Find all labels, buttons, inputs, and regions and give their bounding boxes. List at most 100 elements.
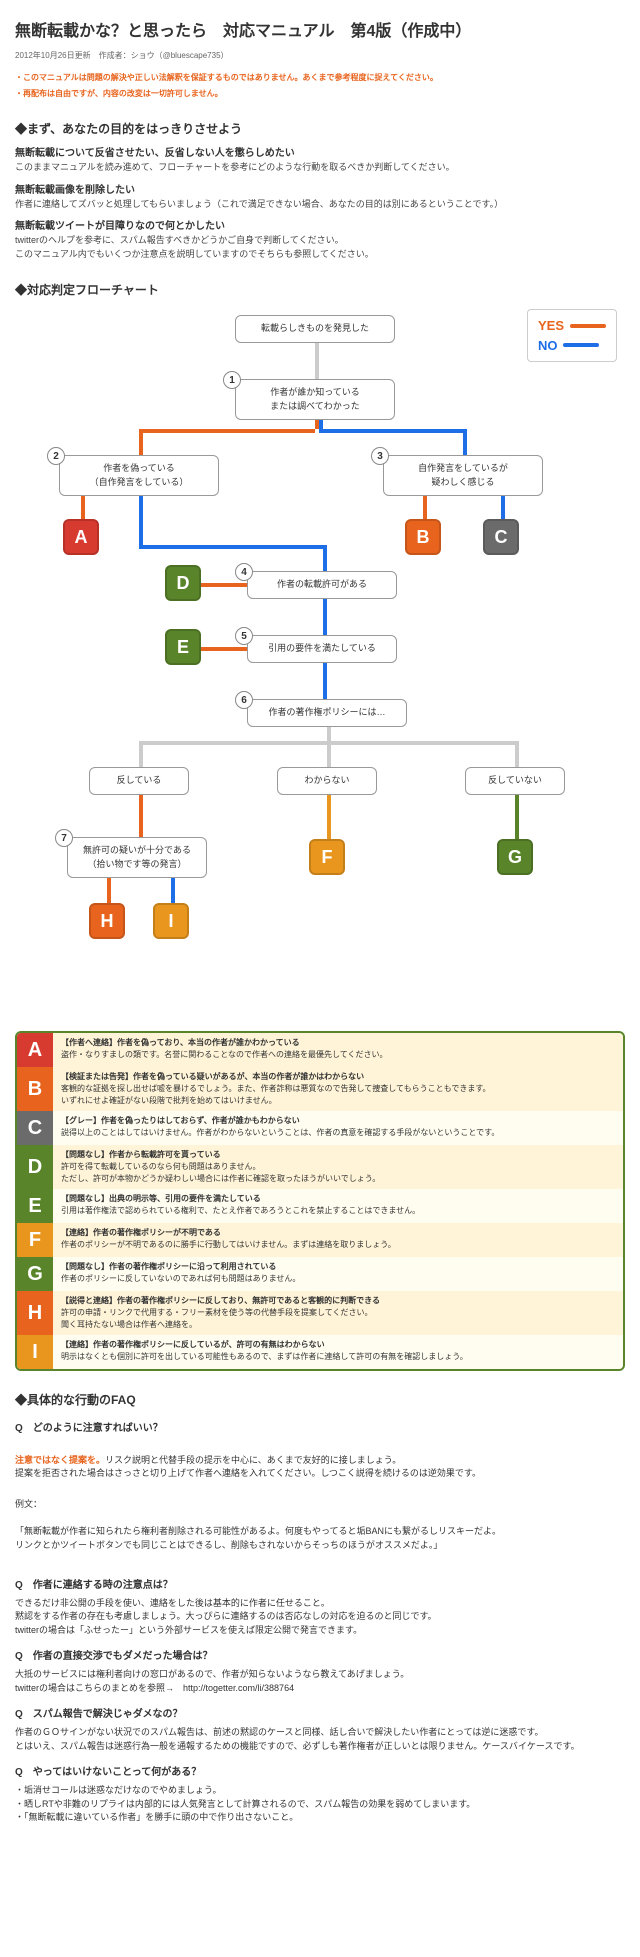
table-row: G【問題なし】作者の著作権ポリシーに沿って利用されている作者のポリシーに反してい… xyxy=(17,1257,623,1291)
flow-edge xyxy=(327,789,331,839)
flow-edge xyxy=(323,659,327,699)
flow-edge xyxy=(139,429,315,433)
table-row: F【連絡】作者の著作権ポリシーが不明である作者のポリシーが不明であるのに勝手に行… xyxy=(17,1223,623,1257)
table-row: E【問題なし】出典の明示等、引用の要件を満たしている引用は著作権法で認められてい… xyxy=(17,1189,623,1223)
flow-badge-3: 3 xyxy=(371,447,389,465)
table-letter-A: A xyxy=(17,1033,53,1067)
table-row: D【問題なし】作者から転載許可を貰っている許可を得て転載しているのなら何も問題は… xyxy=(17,1145,623,1189)
flow-edge xyxy=(139,429,143,455)
faq-q2: Q 作者に連絡する時の注意点は？ xyxy=(15,1578,625,1593)
sec1-b2: 作者に連絡してズバッと処理してもらいましょう（これで満足できない場合、あなたの目… xyxy=(15,198,625,212)
result-box-I: I xyxy=(153,903,189,939)
table-cell: 【作者へ連絡】作者を偽っており、本当の作者が誰かわかっている盗作・なりすましの類… xyxy=(53,1033,623,1067)
faq-q5: Q やってはいけないことって何がある？ xyxy=(15,1765,625,1780)
legend-yes: YES xyxy=(538,316,606,336)
table-cell: 【検証または告発】作者を偽っている疑いがあるが、本当の作者が誰かはわからない客観… xyxy=(53,1067,623,1111)
flow-edge xyxy=(515,789,519,839)
legend-no: NO xyxy=(538,336,606,356)
flow-node-n1: 作者が誰か知っている または調べてわかった xyxy=(235,379,395,420)
result-box-F: F xyxy=(309,839,345,875)
warning-2: ・再配布は自由ですが、内容の改変は一切許可しません。 xyxy=(15,88,625,100)
flow-badge-5: 5 xyxy=(235,627,253,645)
faq-a2: できるだけ非公開の手段を使い、連絡をした後は基本的に作者に任せること。 黙認をす… xyxy=(15,1597,625,1638)
table-letter-E: E xyxy=(17,1189,53,1223)
flow-edge xyxy=(323,595,327,635)
flow-edge xyxy=(139,545,323,549)
result-box-H: H xyxy=(89,903,125,939)
result-box-B: B xyxy=(405,519,441,555)
flow-badge-4: 4 xyxy=(235,563,253,581)
faq-a3: 大抵のサービスには権利者向けの窓口があるので、作者が知らないようなら教えてあげま… xyxy=(15,1668,625,1695)
legend: YES NO xyxy=(527,309,617,362)
flow-heading: ◆対応判定フローチャート xyxy=(15,281,625,299)
table-row: H【説得と連絡】作者の著作権ポリシーに反しており、無許可であると客観的に判断でき… xyxy=(17,1291,623,1335)
flow-edge xyxy=(463,429,467,455)
flow-node-n6c: 反していない xyxy=(465,767,565,795)
table-row: B【検証または告発】作者を偽っている疑いがあるが、本当の作者が誰かはわからない客… xyxy=(17,1067,623,1111)
sec1-h3: 無断転載ツイートが目障りなので何とかしたい xyxy=(15,219,625,234)
sec1-b3: twitterのヘルプを参考に、スパム報告すべきかどうかご自身で判断してください… xyxy=(15,234,625,261)
flow-edge xyxy=(515,741,519,767)
table-row: A【作者へ連絡】作者を偽っており、本当の作者が誰かわかっている盗作・なりすましの… xyxy=(17,1033,623,1067)
flow-badge-7: 7 xyxy=(55,829,73,847)
table-cell: 【問題なし】作者から転載許可を貰っている許可を得て転載しているのなら何も問題はあ… xyxy=(53,1145,623,1189)
table-cell: 【問題なし】作者の著作権ポリシーに沿って利用されている作者のポリシーに反していな… xyxy=(53,1257,623,1291)
table-letter-I: I xyxy=(17,1335,53,1369)
table-row: I【連絡】作者の著作権ポリシーに反しているが、許可の有無はわからない明示はなくと… xyxy=(17,1335,623,1369)
flow-edge xyxy=(327,741,331,767)
flow-edge xyxy=(315,341,319,379)
table-cell: 【連絡】作者の著作権ポリシーに反しているが、許可の有無はわからない明示はなくとも… xyxy=(53,1335,623,1369)
faq-q4: Q スパム報告で解決じゃダメなの？ xyxy=(15,1707,625,1722)
meta-line: 2012年10月26日更新 作成者：ショウ（@bluescape735） xyxy=(15,50,625,62)
sec1-h2: 無断転載画像を削除したい xyxy=(15,183,625,198)
table-letter-B: B xyxy=(17,1067,53,1111)
sec1-b1: このままマニュアルを読み進めて、フローチャートを参考にどのような行動を取るべきか… xyxy=(15,161,625,175)
table-cell: 【グレー】作者を偽ったりはしておらず、作者が誰かもわからない説得以上のことはして… xyxy=(53,1111,623,1145)
table-row: C【グレー】作者を偽ったりはしておらず、作者が誰かもわからない説得以上のことはし… xyxy=(17,1111,623,1145)
result-box-D: D xyxy=(165,565,201,601)
faq-a4: 作者のＧＯサインがない状況でのスパム報告は、前述の黙認のケースと同様、話し合いで… xyxy=(15,1726,625,1753)
flow-node-start: 転載らしきものを発見した xyxy=(235,315,395,343)
table-letter-G: G xyxy=(17,1257,53,1291)
table-cell: 【連絡】作者の著作権ポリシーが不明である作者のポリシーが不明であるのに勝手に行動… xyxy=(53,1223,623,1257)
table-cell: 【問題なし】出典の明示等、引用の要件を満たしている引用は著作権法で認められている… xyxy=(53,1189,623,1223)
result-box-A: A xyxy=(63,519,99,555)
faq-heading: ◆具体的な行動のFAQ xyxy=(15,1391,625,1409)
flow-badge-1: 1 xyxy=(223,371,241,389)
faq-q1: Q どのように注意すればいい？ xyxy=(15,1421,625,1436)
table-letter-C: C xyxy=(17,1111,53,1145)
flowchart: YES NO 転載らしきものを発見した作者が誰か知っている または調べてわかった… xyxy=(15,309,625,1019)
result-box-G: G xyxy=(497,839,533,875)
flow-edge xyxy=(201,647,247,651)
flow-node-n5: 引用の要件を満たしている xyxy=(247,635,397,663)
faq-a5: ・垢消せコールは迷惑なだけなのでやめましょう。 ・晒しRTや非難のリプライは内部… xyxy=(15,1784,625,1825)
flow-edge xyxy=(139,741,143,767)
flow-node-n6: 作者の著作権ポリシーには… xyxy=(247,699,407,727)
table-letter-F: F xyxy=(17,1223,53,1257)
result-box-E: E xyxy=(165,629,201,665)
table-cell: 【説得と連絡】作者の著作権ポリシーに反しており、無許可であると客観的に判断できる… xyxy=(53,1291,623,1335)
faq-q3: Q 作者の直接交渉でもダメだった場合は？ xyxy=(15,1649,625,1664)
flow-edge xyxy=(139,789,143,837)
flow-node-n6a: 反している xyxy=(89,767,189,795)
table-letter-H: H xyxy=(17,1291,53,1335)
flow-badge-2: 2 xyxy=(47,447,65,465)
page-title: 無断転載かな？と思ったら 対応マニュアル 第4版（作成中） xyxy=(15,20,625,44)
flow-node-n4: 作者の転載許可がある xyxy=(247,571,397,599)
result-table: A【作者へ連絡】作者を偽っており、本当の作者が誰かわかっている盗作・なりすましの… xyxy=(15,1031,625,1371)
flow-edge xyxy=(323,545,327,571)
faq-a1: 注意ではなく提案を。リスク説明と代替手段の提示を中心に、あくまで友好的に接しまし… xyxy=(15,1440,625,1481)
flow-edge xyxy=(319,429,463,433)
table-letter-D: D xyxy=(17,1145,53,1189)
result-box-C: C xyxy=(483,519,519,555)
flow-node-n6b: わからない xyxy=(277,767,377,795)
warning-1: ・このマニュアルは問題の解決や正しい法解釈を保証するものではありません。あくまで… xyxy=(15,72,625,84)
flow-node-n3: 自作発言をしているが 疑わしく感じる xyxy=(383,455,543,496)
section1-heading: ◆まず、あなたの目的をはっきりさせよう xyxy=(15,120,625,138)
faq-a1-ex: 例文： 「無断転載が作者に知られたら権利者削除される可能性があるよ。何度もやって… xyxy=(15,1485,625,1566)
flow-edge xyxy=(201,583,247,587)
flow-badge-6: 6 xyxy=(235,691,253,709)
flow-node-n2: 作者を偽っている （自作発言をしている） xyxy=(59,455,219,496)
sec1-h1: 無断転載について反省させたい、反省しない人を懲らしめたい xyxy=(15,146,625,161)
flow-node-n7: 無許可の疑いが十分である （拾い物です等の発言） xyxy=(67,837,207,878)
